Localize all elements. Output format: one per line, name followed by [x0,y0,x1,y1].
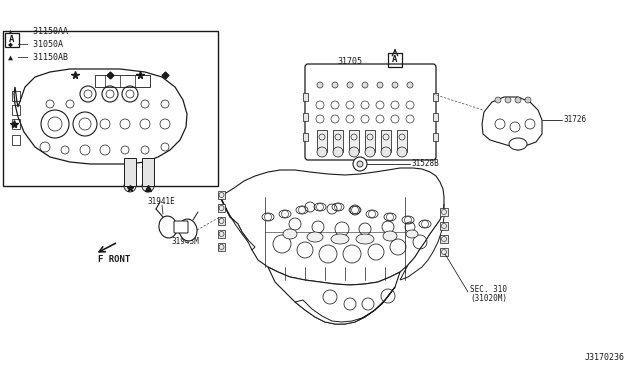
Circle shape [142,180,154,192]
Ellipse shape [349,206,361,214]
Bar [218,230,225,238]
Text: SEC. 310: SEC. 310 [470,285,507,295]
Polygon shape [400,204,444,280]
Bar [124,158,136,186]
Text: 31528B: 31528B [411,160,439,169]
Bar [12,91,20,101]
Text: A: A [392,55,397,64]
Ellipse shape [159,216,177,238]
Bar [397,130,407,152]
Circle shape [317,147,327,157]
Ellipse shape [332,203,344,211]
Ellipse shape [307,232,323,242]
Circle shape [495,97,501,103]
Ellipse shape [283,229,297,239]
Polygon shape [482,97,542,146]
Bar [95,75,150,87]
Bar [333,130,343,152]
Bar [303,133,308,141]
Bar [365,130,375,152]
Text: 31705: 31705 [337,58,362,67]
Ellipse shape [331,234,349,244]
Circle shape [349,147,359,157]
Circle shape [516,143,520,147]
Text: A: A [10,35,15,45]
Circle shape [525,97,531,103]
Text: 31941E: 31941E [148,198,176,206]
Bar [433,113,438,121]
Bar [388,53,402,67]
Bar [12,105,20,115]
Bar [12,135,20,145]
Polygon shape [220,197,255,250]
Circle shape [332,82,338,88]
Bar [218,243,225,251]
Polygon shape [268,267,400,324]
Circle shape [407,82,413,88]
Bar [440,235,448,243]
Circle shape [515,97,521,103]
Circle shape [377,82,383,88]
Circle shape [164,217,172,224]
Bar [349,130,359,152]
Circle shape [505,97,511,103]
Ellipse shape [356,234,374,244]
Ellipse shape [314,203,326,211]
Bar [381,130,391,152]
Circle shape [333,147,343,157]
Circle shape [397,147,407,157]
Circle shape [381,147,391,157]
Ellipse shape [509,138,527,150]
Bar [317,130,327,152]
Text: F RONT: F RONT [98,256,131,264]
Bar [440,222,448,230]
Text: ▲ –– 31150AB: ▲ –– 31150AB [8,52,68,61]
Bar [5,33,19,47]
Bar [433,133,438,141]
Circle shape [347,82,353,88]
Text: (31020M): (31020M) [470,294,507,302]
Bar [3,31,218,186]
Circle shape [353,157,367,171]
FancyBboxPatch shape [305,64,436,160]
Bar [12,119,20,129]
Bar [218,191,225,199]
Ellipse shape [262,213,274,221]
Circle shape [513,140,523,150]
Ellipse shape [384,213,396,221]
Circle shape [392,82,398,88]
Ellipse shape [406,230,418,238]
Bar [303,93,308,101]
Text: J3170236: J3170236 [585,353,625,362]
Ellipse shape [279,210,291,218]
Bar [303,113,308,121]
FancyBboxPatch shape [174,221,188,233]
Text: ★ –– 31150AA: ★ –– 31150AA [8,26,68,35]
Ellipse shape [402,216,414,224]
Circle shape [362,82,368,88]
Polygon shape [220,168,444,285]
Bar [218,204,225,212]
Circle shape [124,180,136,192]
Circle shape [357,161,363,167]
Bar [433,93,438,101]
Ellipse shape [419,220,431,228]
Ellipse shape [383,231,397,241]
Polygon shape [295,287,395,324]
Ellipse shape [296,206,308,214]
Text: 31726: 31726 [563,115,586,125]
Bar [142,158,154,186]
Circle shape [184,219,191,227]
Circle shape [317,82,323,88]
Bar [440,208,448,216]
Text: 31943M: 31943M [172,237,200,247]
Text: ◆ –– 31050A: ◆ –– 31050A [8,39,63,48]
Circle shape [365,147,375,157]
Ellipse shape [366,210,378,218]
Bar [440,248,448,256]
Bar [218,217,225,225]
Ellipse shape [179,219,197,241]
